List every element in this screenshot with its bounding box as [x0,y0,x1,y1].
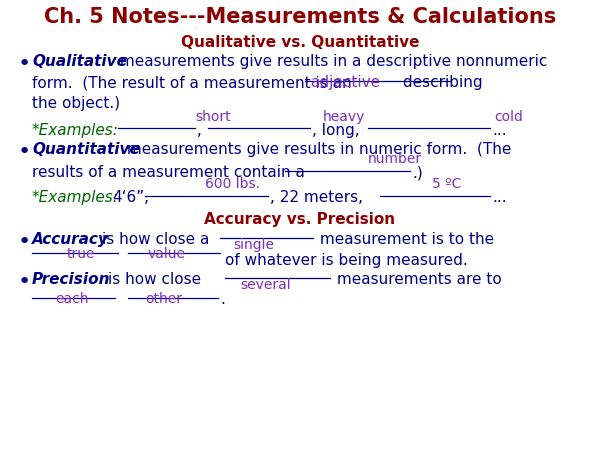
Text: *Examples:: *Examples: [32,190,119,205]
Text: ...: ... [492,190,506,205]
Text: measurements give results in a descriptive nonnumeric: measurements give results in a descripti… [115,54,547,69]
Text: several: several [240,278,290,292]
Text: value: value [148,247,186,261]
Text: •: • [18,232,31,252]
Text: , 22 meters,: , 22 meters, [270,190,363,205]
Text: short: short [195,110,230,124]
Text: *Examples:: *Examples: [32,123,119,138]
Text: single: single [233,238,274,252]
Text: cold: cold [494,110,523,124]
Text: Ch. 5 Notes---Measurements & Calculations: Ch. 5 Notes---Measurements & Calculation… [44,7,556,27]
Text: Accuracy: Accuracy [32,232,109,247]
Text: Precision: Precision [32,272,110,287]
Text: the object.): the object.) [32,96,120,111]
Text: each: each [55,292,89,306]
Text: measurement is to the: measurement is to the [315,232,494,247]
Text: of whatever is being measured.: of whatever is being measured. [225,253,468,268]
Text: measurements give results in numeric form.  (The: measurements give results in numeric for… [122,142,511,157]
Text: ,: , [197,123,202,138]
Text: describing: describing [398,75,482,90]
Text: form.  (The result of a measurement is an: form. (The result of a measurement is an [32,75,352,90]
Text: •: • [18,142,31,162]
Text: 600 lbs.: 600 lbs. [205,177,260,191]
Text: is how close a: is how close a [102,232,209,247]
Text: Quantitative: Quantitative [32,142,140,157]
Text: true: true [67,247,95,261]
Text: heavy: heavy [323,110,365,124]
Text: •: • [18,54,31,74]
Text: ...: ... [492,123,506,138]
Text: .: . [220,292,225,307]
Text: Accuracy vs. Precision: Accuracy vs. Precision [205,212,395,227]
Text: number: number [368,152,422,166]
Text: other: other [145,292,182,306]
Text: 4‘6”,: 4‘6”, [112,190,149,205]
Text: measurements are to: measurements are to [332,272,502,287]
Text: is how close: is how close [108,272,201,287]
Text: adjective: adjective [310,75,380,90]
Text: 5 ºC: 5 ºC [432,177,461,191]
Text: .): .) [412,165,423,180]
Text: •: • [18,272,31,292]
Text: Qualitative vs. Quantitative: Qualitative vs. Quantitative [181,35,419,50]
Text: results of a measurement contain a: results of a measurement contain a [32,165,305,180]
Text: , long,: , long, [312,123,359,138]
Text: Qualitative: Qualitative [32,54,127,69]
